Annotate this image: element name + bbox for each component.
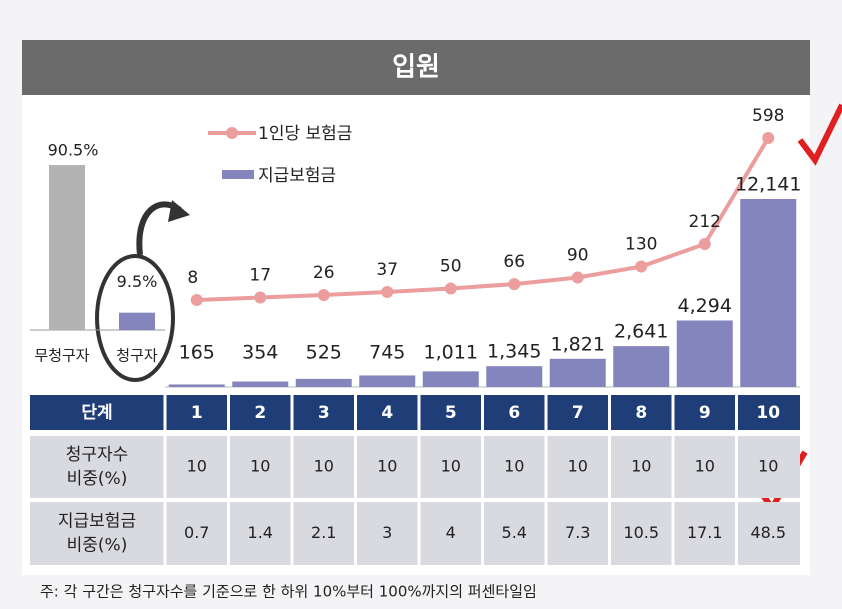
value-label: 525 xyxy=(306,342,342,364)
header-bar xyxy=(22,40,810,95)
table-cell: 10 xyxy=(314,457,334,476)
legend-swatch xyxy=(222,170,254,179)
line-point xyxy=(317,289,330,302)
table-header-cell: 10 xyxy=(756,403,780,423)
arrow-head xyxy=(168,200,190,222)
table-header-cell: 7 xyxy=(572,403,584,423)
table-cell: 2.1 xyxy=(311,523,336,542)
value-label: 90 xyxy=(567,245,589,265)
bar xyxy=(119,312,155,330)
row-label: 비중(%) xyxy=(67,469,128,489)
value-label: 26 xyxy=(313,263,335,283)
check-mark xyxy=(797,103,842,166)
bar xyxy=(49,165,85,330)
table-header-label: 단계 xyxy=(81,403,112,423)
value-label: 9.5% xyxy=(117,272,158,291)
table-header-cell: 1 xyxy=(191,403,203,423)
table-header-cell: 5 xyxy=(445,403,457,423)
table-row xyxy=(30,436,800,498)
line-point xyxy=(254,291,267,304)
line-point xyxy=(508,278,521,291)
legend-label: 1인당 보험금 xyxy=(258,124,352,144)
value-label: 354 xyxy=(242,342,278,364)
line-point xyxy=(698,237,711,250)
legend-label: 지급보험금 xyxy=(258,166,336,186)
row-label: 청구자수 xyxy=(66,445,129,465)
value-label: 8 xyxy=(187,268,198,288)
table-cell: 5.4 xyxy=(502,523,527,542)
table-cell: 10 xyxy=(441,457,461,476)
line-point xyxy=(444,282,457,295)
table-cell: 10 xyxy=(631,457,651,476)
value-label: 50 xyxy=(440,256,462,276)
table-header-cell: 6 xyxy=(508,403,520,423)
value-label: 90.5% xyxy=(48,141,99,160)
table-cell: 7.3 xyxy=(565,523,590,542)
bar xyxy=(422,371,479,387)
value-label: 12,141 xyxy=(735,174,801,196)
bar xyxy=(295,378,352,387)
value-label: 4,294 xyxy=(678,295,732,317)
bar xyxy=(549,358,606,387)
value-label: 165 xyxy=(179,342,215,364)
line-point xyxy=(762,132,775,144)
table-header-cell: 4 xyxy=(381,403,393,423)
bar xyxy=(168,384,225,387)
table-cell: 17.1 xyxy=(687,523,723,542)
line-point xyxy=(190,294,203,306)
table-cell: 10 xyxy=(695,457,715,476)
table-cell: 10 xyxy=(250,457,270,476)
line-point xyxy=(381,286,394,299)
table-cell: 10 xyxy=(377,457,397,476)
value-label: 37 xyxy=(376,260,398,280)
value-label: 1,821 xyxy=(551,333,605,355)
table-header xyxy=(30,395,800,430)
table-cell: 10 xyxy=(187,457,207,476)
value-label: 1,011 xyxy=(424,342,478,364)
value-label: 66 xyxy=(503,252,525,272)
line xyxy=(196,136,770,302)
row-label: 비중(%) xyxy=(67,536,128,556)
table-cell: 48.5 xyxy=(750,523,786,542)
highlight-ellipse xyxy=(95,254,175,382)
table-header-cell: 8 xyxy=(635,403,647,423)
table-cell: 0.7 xyxy=(184,523,209,542)
table-cell: 10 xyxy=(758,457,778,476)
bar xyxy=(740,199,797,387)
line-point xyxy=(571,271,584,284)
bar xyxy=(613,346,670,387)
line-point xyxy=(635,260,648,273)
legend-point xyxy=(226,127,238,139)
footnote: 주: 각 구간은 청구자수를 기준으로 한 하위 10%부터 100%까지의 퍼… xyxy=(40,583,537,601)
bar xyxy=(359,375,416,387)
table-cell: 10.5 xyxy=(623,523,659,542)
bar xyxy=(232,381,289,387)
table-header-cell: 2 xyxy=(254,403,266,423)
table-cell: 3 xyxy=(382,523,392,542)
table-row xyxy=(30,502,800,565)
bar xyxy=(486,366,543,387)
table-header-cell: 3 xyxy=(318,403,330,423)
category-label: 무청구자 xyxy=(34,347,89,365)
value-label: 2,641 xyxy=(614,321,668,343)
row-label: 지급보험금 xyxy=(58,512,136,532)
header-title: 입원 xyxy=(392,53,440,83)
value-label: 17 xyxy=(249,266,271,286)
table-cell: 4 xyxy=(446,523,456,542)
bar xyxy=(676,320,733,387)
table-cell: 10 xyxy=(568,457,588,476)
value-label: 212 xyxy=(689,212,721,232)
table-cell: 10 xyxy=(504,457,524,476)
value-label: 598 xyxy=(752,106,784,126)
table-cell: 1.4 xyxy=(248,523,273,542)
category-label: 청구자 xyxy=(116,347,158,365)
value-label: 1,345 xyxy=(487,341,541,363)
value-label: 745 xyxy=(369,342,405,364)
value-label: 130 xyxy=(625,235,657,255)
table-header-cell: 9 xyxy=(699,403,711,423)
